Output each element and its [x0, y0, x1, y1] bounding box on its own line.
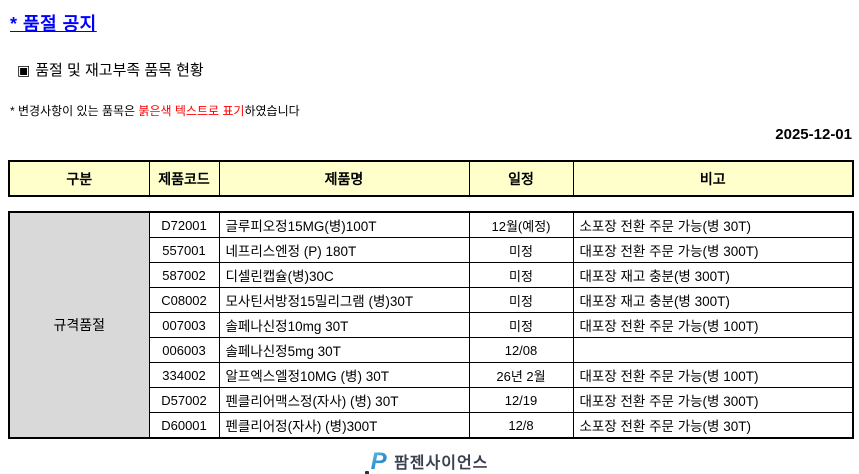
header-product-code: 제품코드 [148, 160, 220, 197]
section-heading: ▣ 품절 및 재고부족 품목 현황 [17, 59, 859, 80]
footer-logo: P 팜젠사이언스 [0, 450, 859, 474]
code-cell: D60001 [148, 412, 220, 439]
note-cell: 대포장 재고 충분(병 300T) [572, 262, 854, 288]
code-cell: 006003 [148, 337, 220, 363]
schedule-cell: 26년 2월 [468, 362, 574, 388]
schedule-cell: 미정 [468, 262, 574, 288]
note-prefix: * 변경사항이 있는 품목은 [10, 104, 139, 118]
code-cell: 587002 [148, 262, 220, 288]
schedule-cell: 미정 [468, 312, 574, 338]
section-heading-label: 품절 및 재고부족 품목 현황 [35, 62, 204, 79]
logo-dot-icon [364, 471, 369, 474]
name-cell: 알프엑스엘정10MG (병) 30T [218, 362, 470, 388]
note-suffix: 하였습니다 [244, 104, 300, 118]
schedule-cell: 12/19 [468, 387, 574, 413]
name-cell: 디셀린캡슐(병)30C [218, 262, 470, 288]
pharmgen-logo-icon: P [364, 448, 387, 474]
stock-table-rows: 규격품절 D72001 글루피오정15MG(병)100T 12월(예정) 소포장 전환 … [8, 211, 854, 439]
table-row: 006003 솔페나신정5mg 30T 12/08 [9, 337, 854, 363]
code-cell: D57002 [148, 387, 220, 413]
code-cell: D72001 [148, 211, 220, 238]
code-cell: 557001 [148, 237, 220, 263]
name-cell: 모사틴서방정15밀리그램 (병)30T [218, 287, 470, 313]
note-cell: 대포장 전환 주문 가능(병 100T) [572, 312, 854, 338]
header-row: 구분 제품코드 제품명 일정 비고 [8, 160, 854, 197]
header-group: 구분 [8, 160, 150, 197]
table-row: 334002 알프엑스엘정10MG (병) 30T 26년 2월 대포장 전환 주문 … [9, 362, 854, 388]
table-row: 007003 솔페나신정10mg 30T 미정 대포장 전환 주문 가능(병 100T… [9, 312, 854, 338]
code-cell: 007003 [148, 312, 220, 338]
header-remarks: 비고 [572, 160, 854, 197]
table-row: D57002 펜클리어맥스정(자사) (병) 30T 12/19 대포장 전환 주문 … [9, 387, 854, 413]
header-product-name: 제품명 [218, 160, 470, 197]
schedule-cell: 12/08 [468, 337, 574, 363]
note-cell: 소포장 전환 주문 가능(병 30T) [572, 412, 854, 439]
table-row: D60001 펜클리어정(자사) (병)300T 12/8 소포장 전환 주문 가능(… [9, 412, 854, 439]
note-cell: 대포장 재고 충분(병 300T) [572, 287, 854, 313]
square-bullet-icon: ▣ [17, 62, 31, 78]
page-title: * 품절 공지 [10, 14, 97, 34]
table-row: 557001 네프리스엔정 (P) 180T 미정 대포장 전환 주문 가능(병 30… [9, 237, 854, 263]
note-cell: 대포장 전환 주문 가능(병 300T) [572, 387, 854, 413]
stock-table-header: 구분 제품코드 제품명 일정 비고 [8, 160, 854, 197]
schedule-cell: 미정 [468, 287, 574, 313]
name-cell: 펜클리어정(자사) (병)300T [218, 412, 470, 439]
change-note: * 변경사항이 있는 품목은 붉은색 텍스트로 표기하였습니다 [10, 102, 859, 119]
code-cell: 334002 [148, 362, 220, 388]
table-row: 규격품절 D72001 글루피오정15MG(병)100T 12월(예정) 소포장 전환 … [8, 211, 854, 439]
note-cell [572, 337, 854, 363]
name-cell: 솔페나신정10mg 30T [218, 312, 470, 338]
schedule-cell: 12월(예정) [468, 211, 574, 238]
name-cell: 펜클리어맥스정(자사) (병) 30T [218, 387, 470, 413]
company-name: 팜젠사이언스 [394, 455, 489, 472]
note-cell: 소포장 전환 주문 가능(병 30T) [572, 211, 854, 238]
header-schedule: 일정 [468, 160, 574, 197]
table-row: C08002 모사틴서방정15밀리그램 (병)30T 미정 대포장 재고 충분(병 3… [9, 287, 854, 313]
name-cell: 글루피오정15MG(병)100T [218, 211, 470, 238]
group-cell: 규격품절 [8, 211, 150, 439]
note-red-text: 붉은색 텍스트로 표기 [138, 104, 245, 118]
logo-p-letter: P [370, 448, 387, 474]
code-cell: C08002 [148, 287, 220, 313]
schedule-cell: 12/8 [468, 412, 574, 439]
notice-date: 2025-12-01 [775, 126, 852, 143]
schedule-cell: 미정 [468, 237, 574, 263]
name-cell: 네프리스엔정 (P) 180T [218, 237, 470, 263]
note-cell: 대포장 전환 주문 가능(병 300T) [572, 237, 854, 263]
name-cell: 솔페나신정5mg 30T [218, 337, 470, 363]
stock-table-body: 규격품절 D72001 글루피오정15MG(병)100T 12월(예정) 소포장 전환 … [8, 211, 854, 439]
note-cell: 대포장 전환 주문 가능(병 100T) [572, 362, 854, 388]
table-row: 587002 디셀린캡슐(병)30C 미정 대포장 재고 충분(병 300T) [9, 262, 854, 288]
